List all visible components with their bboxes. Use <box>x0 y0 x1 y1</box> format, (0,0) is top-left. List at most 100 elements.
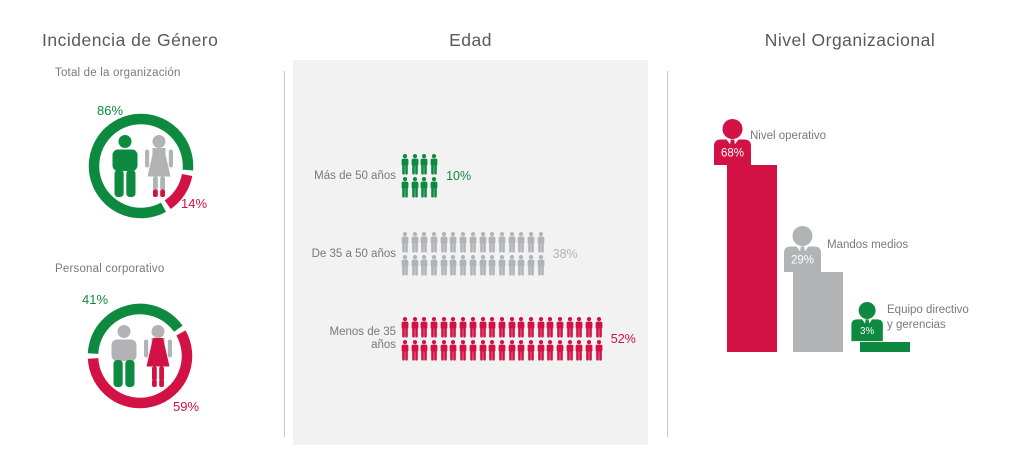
edad-row-0: Más de 50 años 10% <box>293 153 471 199</box>
bust-person-icon: 3% <box>851 301 883 341</box>
edad-icon-grid <box>401 232 545 276</box>
donut-ring <box>87 303 193 409</box>
person-icon <box>420 255 428 276</box>
edad-row-label: Menos de 35 años <box>329 326 397 351</box>
donut-segment-hombres <box>88 113 194 219</box>
person-icon <box>401 177 409 198</box>
person-icon <box>517 232 525 253</box>
person-icon <box>411 154 419 175</box>
edad-icon-line <box>401 340 603 361</box>
person-icon <box>469 232 477 253</box>
person-icon <box>537 340 545 361</box>
edad-icon-line <box>401 255 545 276</box>
person-icon <box>469 317 477 338</box>
person-icon <box>498 232 506 253</box>
person-icon <box>401 154 409 175</box>
person-icon <box>469 340 477 361</box>
donut-percent-green: 41% <box>82 292 109 307</box>
person-icon <box>517 317 525 338</box>
edad-row-2: Menos de 35 años 52% <box>293 316 636 362</box>
person-icon <box>479 255 486 276</box>
person-icon <box>479 232 486 253</box>
edad-row-percent: 38% <box>552 247 578 261</box>
person-icon <box>411 317 419 338</box>
person-icon <box>411 177 419 198</box>
bar-label-line: Mandos medios <box>827 239 909 251</box>
edad-icon-line <box>401 317 603 338</box>
person-icon <box>488 340 496 361</box>
person-icon <box>420 154 428 175</box>
donut-segment-mujeres <box>87 330 193 409</box>
person-icon <box>575 340 583 361</box>
person-icon <box>537 317 545 338</box>
nivel-bar-2 <box>860 342 910 352</box>
person-icon <box>585 317 593 338</box>
person-icon <box>430 177 438 198</box>
person-icon <box>595 317 603 338</box>
person-icon <box>411 255 419 276</box>
bar-label-0: Nivel operativo <box>750 129 826 144</box>
person-icon <box>440 255 448 276</box>
bust-percent: 3% <box>860 326 874 337</box>
donut-percent-green: 86% <box>97 103 124 118</box>
gender-subtitle-total: Total de la organización <box>55 67 181 79</box>
person-icon <box>430 340 438 361</box>
person-icon <box>585 340 593 361</box>
person-icon <box>508 232 515 253</box>
person-icon <box>498 317 506 338</box>
donut-total-organizacion: 86% 14% <box>81 103 207 226</box>
edad-row-percent: 10% <box>446 169 472 183</box>
person-icon <box>479 340 486 361</box>
person-icon <box>508 317 515 338</box>
person-icon <box>517 255 525 276</box>
person-icon <box>537 255 545 276</box>
person-icon <box>401 232 409 253</box>
person-icon <box>546 340 554 361</box>
person-icon <box>450 340 457 361</box>
bar-label-line: Equipo directivo <box>887 304 969 316</box>
person-icon <box>517 340 525 361</box>
gender-title: Incidencia de Género <box>42 30 219 50</box>
male-figure-icon <box>112 135 138 197</box>
nivel-bar-0 <box>727 165 777 352</box>
nivel-bar-1 <box>793 272 843 352</box>
edad-icon-line <box>401 154 438 175</box>
edad-row-percent: 52% <box>610 332 636 346</box>
person-icon <box>488 317 496 338</box>
person-icon <box>411 232 419 253</box>
person-icon <box>527 340 535 361</box>
person-icon <box>508 340 515 361</box>
person-icon <box>459 232 467 253</box>
divider-left <box>284 71 285 437</box>
person-icon <box>575 317 583 338</box>
person-icon <box>459 317 467 338</box>
person-icon <box>450 232 457 253</box>
person-icon <box>556 340 564 361</box>
donut-segment-hombres <box>87 303 183 355</box>
nivel-title: Nivel Organizacional <box>764 30 936 50</box>
person-icon <box>498 340 506 361</box>
bust-percent: 29% <box>790 255 813 267</box>
edad-icon-line <box>401 232 545 253</box>
person-icon <box>527 255 535 276</box>
person-icon <box>527 317 535 338</box>
person-icon <box>411 340 419 361</box>
person-icon <box>430 255 438 276</box>
donut-percent-red: 14% <box>181 196 208 211</box>
donut-ring <box>88 113 194 219</box>
person-icon <box>420 340 428 361</box>
donut-segment-mujeres <box>164 173 193 210</box>
male-figure-icon <box>111 325 137 387</box>
edad-row-label: De 35 a 50 años <box>311 247 396 260</box>
person-icon <box>498 255 506 276</box>
edad-title: Edad <box>449 30 492 50</box>
person-icon <box>430 154 438 175</box>
bar-label-2: Equipo directivo y gerencias <box>887 303 969 333</box>
female-figure-icon <box>145 135 173 197</box>
person-icon <box>566 340 574 361</box>
person-icon <box>450 317 457 338</box>
person-icon <box>488 232 496 253</box>
person-icon <box>488 255 496 276</box>
person-icon <box>401 340 409 361</box>
